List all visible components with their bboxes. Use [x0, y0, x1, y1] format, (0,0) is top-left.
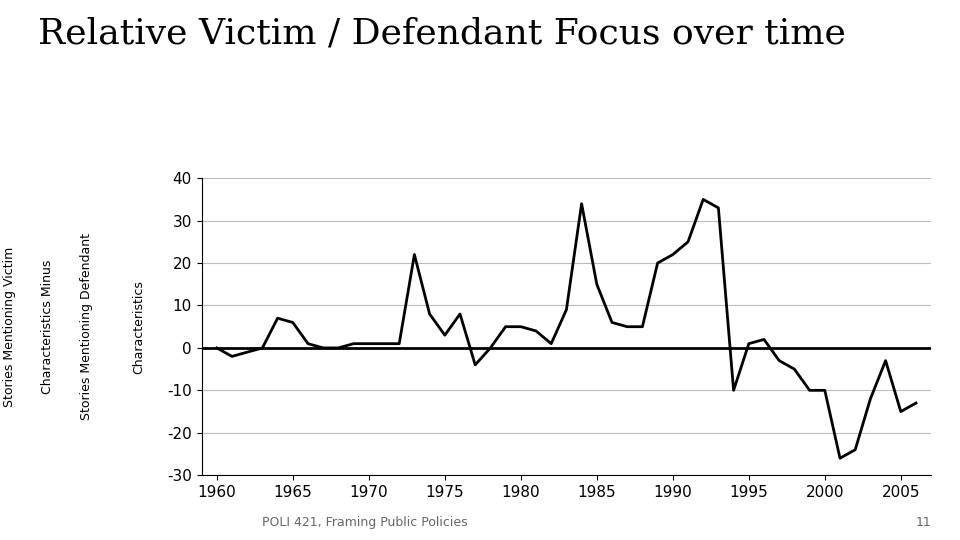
Text: Stories Mentioning Victim: Stories Mentioning Victim	[3, 247, 16, 407]
Text: Characteristics: Characteristics	[132, 280, 146, 374]
Text: Characteristics Minus: Characteristics Minus	[41, 260, 55, 394]
Text: 11: 11	[916, 516, 931, 529]
Text: Stories Mentioning Defendant: Stories Mentioning Defendant	[80, 233, 93, 420]
Text: Relative Victim / Defendant Focus over time: Relative Victim / Defendant Focus over t…	[38, 16, 847, 50]
Text: POLI 421, Framing Public Policies: POLI 421, Framing Public Policies	[262, 516, 468, 529]
